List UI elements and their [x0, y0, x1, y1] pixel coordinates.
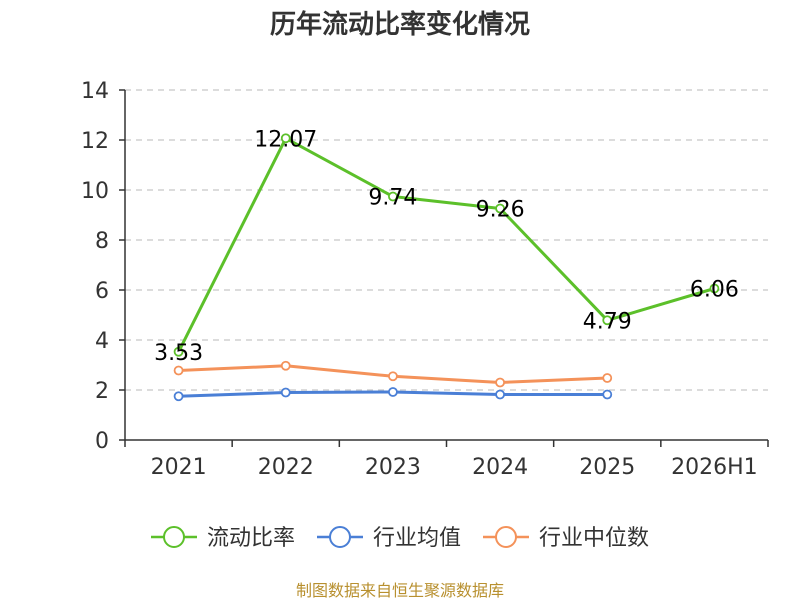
data-point-s2-2022[interactable]	[280, 360, 291, 371]
y-tick-label-10: 10	[81, 179, 109, 204]
data-point-s0-2024[interactable]	[495, 203, 505, 214]
data-label-2025: 4.79	[583, 309, 632, 334]
data-point-s1-2024[interactable]	[495, 389, 505, 400]
data-point-s0-2021[interactable]	[173, 346, 184, 357]
source-note: 制图数据来自恒生聚源数据库	[296, 581, 504, 600]
legend-marker-1	[329, 526, 351, 548]
data-label-2021: 3.53	[154, 341, 203, 366]
data-label-2024: 9.26	[476, 198, 525, 223]
legend[interactable]: 流动比率 行业均值 行业中位数	[151, 526, 649, 551]
legend-label-0: 流动比率	[207, 526, 295, 551]
data-point-s2-2024[interactable]	[495, 377, 505, 388]
y-tick-label-6: 6	[95, 279, 109, 304]
data-label-2022: 12.07	[254, 127, 317, 152]
data-point-s1-2021[interactable]	[173, 391, 184, 402]
x-tick-label-2023: 2023	[365, 455, 421, 480]
data-label-2026H1: 6.06	[690, 278, 739, 303]
data-point-s2-2021[interactable]	[173, 365, 184, 376]
x-tick-label-2025: 2025	[579, 455, 635, 480]
data-point-s0-2022[interactable]	[280, 133, 291, 144]
y-tick-label-12: 12	[81, 129, 109, 154]
data-point-s0-2025[interactable]	[602, 315, 613, 326]
data-label-2023: 9.74	[368, 186, 417, 211]
data-point-s1-2022[interactable]	[280, 387, 291, 398]
data-point-s2-2025[interactable]	[602, 373, 613, 383]
x-tick-label-2024: 2024	[472, 455, 528, 480]
legend-item-0[interactable]: 流动比率	[151, 526, 295, 551]
data-labels: 3.53 12.07 9.74 9.26 4.79 6.06	[154, 127, 739, 366]
grid	[125, 89, 768, 391]
x-tick-label-2022: 2022	[258, 455, 314, 480]
legend-marker-0	[163, 526, 185, 548]
x-tick-label-2021: 2021	[151, 455, 207, 480]
data-point-s0-2026H1[interactable]	[709, 283, 720, 294]
x-tick-label-2026H1: 2026H1	[671, 455, 758, 480]
y-tick-label-4: 4	[95, 329, 109, 354]
data-point-s1-2023[interactable]	[388, 387, 398, 397]
y-tick-label-0: 0	[95, 429, 109, 454]
data-point-s1-2025[interactable]	[602, 389, 613, 400]
data-point-s0-2023[interactable]	[388, 191, 398, 202]
series	[173, 133, 720, 402]
legend-label-1: 行业均值	[373, 526, 461, 551]
y-tick-label-2: 2	[95, 379, 109, 404]
legend-item-1[interactable]: 行业均值	[317, 526, 461, 551]
chart-title: 历年流动比率变化情况	[270, 9, 530, 40]
y-tick-label-14: 14	[81, 79, 109, 104]
legend-label-2: 行业中位数	[539, 526, 649, 551]
series-line-0	[177, 136, 715, 353]
legend-item-2[interactable]: 行业中位数	[483, 526, 649, 551]
legend-marker-2	[495, 526, 517, 548]
axes: 0 2 4 6 8 10 12 14 2021 2022 2023 2024 2025 2026H1	[81, 79, 769, 480]
y-tick-label-8: 8	[95, 229, 109, 254]
data-point-s2-2023[interactable]	[388, 371, 398, 382]
